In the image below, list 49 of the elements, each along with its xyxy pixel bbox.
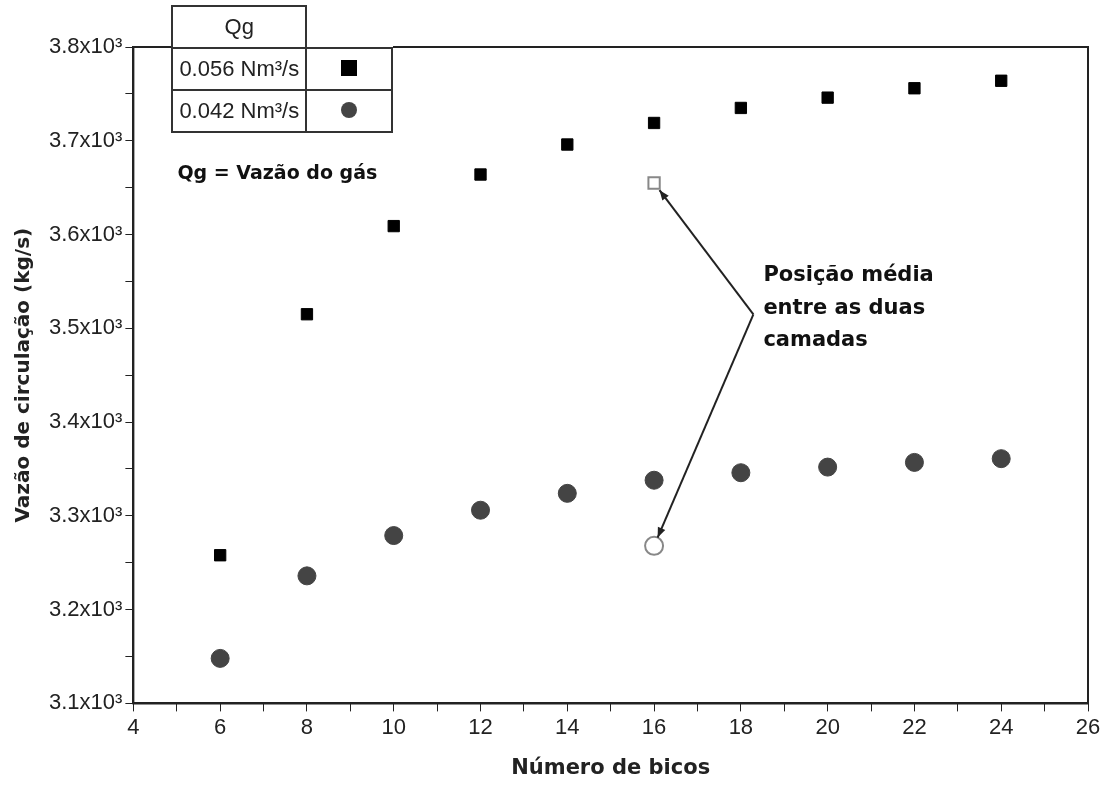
x-tick-label: 20 xyxy=(815,713,840,739)
y-tick-label: 3.5x10³ xyxy=(48,314,123,340)
point xyxy=(384,526,404,546)
point xyxy=(644,470,664,490)
y-tick-label: 3.1x10³ xyxy=(48,689,123,715)
legend-label: 0.042 Nm³/s xyxy=(172,90,307,132)
point xyxy=(818,457,838,477)
x-tick-label: 26 xyxy=(1075,713,1101,739)
x-axis-title: Número de bicos xyxy=(511,754,711,779)
x-tick-label: 4 xyxy=(127,713,140,739)
point xyxy=(731,463,751,483)
annotation: Posição média entre as duas camadas xyxy=(763,261,935,354)
point xyxy=(647,116,661,130)
point xyxy=(644,535,665,556)
point xyxy=(210,648,230,668)
x-tick-label: 16 xyxy=(641,713,667,739)
legend-label: 0.056 Nm³/s xyxy=(172,48,307,90)
point xyxy=(821,91,834,104)
y-tick-label: 3.7x10³ xyxy=(48,126,123,152)
x-tick-label: 14 xyxy=(555,713,580,739)
x-tick-label: 12 xyxy=(468,713,493,739)
point xyxy=(908,82,921,95)
y-tick-label: 3.2x10³ xyxy=(48,595,123,621)
x-tick-label: 6 xyxy=(214,713,227,739)
point xyxy=(557,483,577,503)
y-tick-label: 3.4x10³ xyxy=(48,408,123,434)
annotation: Qg = Vazão do gás xyxy=(177,160,379,185)
point xyxy=(300,308,314,321)
x-tick-label: 18 xyxy=(728,713,754,739)
x-tick-label: 22 xyxy=(902,713,927,739)
point xyxy=(297,566,317,586)
point xyxy=(474,168,487,181)
point xyxy=(387,219,400,233)
y-tick-label: 3.6x10³ xyxy=(48,220,123,246)
legend-title: Qg xyxy=(172,6,307,48)
point xyxy=(647,176,661,190)
x-tick-label: 8 xyxy=(300,713,314,739)
y-axis-title: Vazão de circulação (kg/s) xyxy=(10,227,35,523)
point xyxy=(734,101,748,115)
point xyxy=(991,449,1011,469)
y-tick-label: 3.3x10³ xyxy=(48,501,123,527)
point xyxy=(995,74,1008,87)
y-tick-label: 3.8x10³ xyxy=(48,33,123,59)
x-tick-label: 10 xyxy=(381,713,406,739)
point xyxy=(214,549,227,562)
x-tick-label: 24 xyxy=(988,713,1014,739)
point xyxy=(904,452,924,472)
point xyxy=(561,138,574,151)
point xyxy=(471,500,491,520)
